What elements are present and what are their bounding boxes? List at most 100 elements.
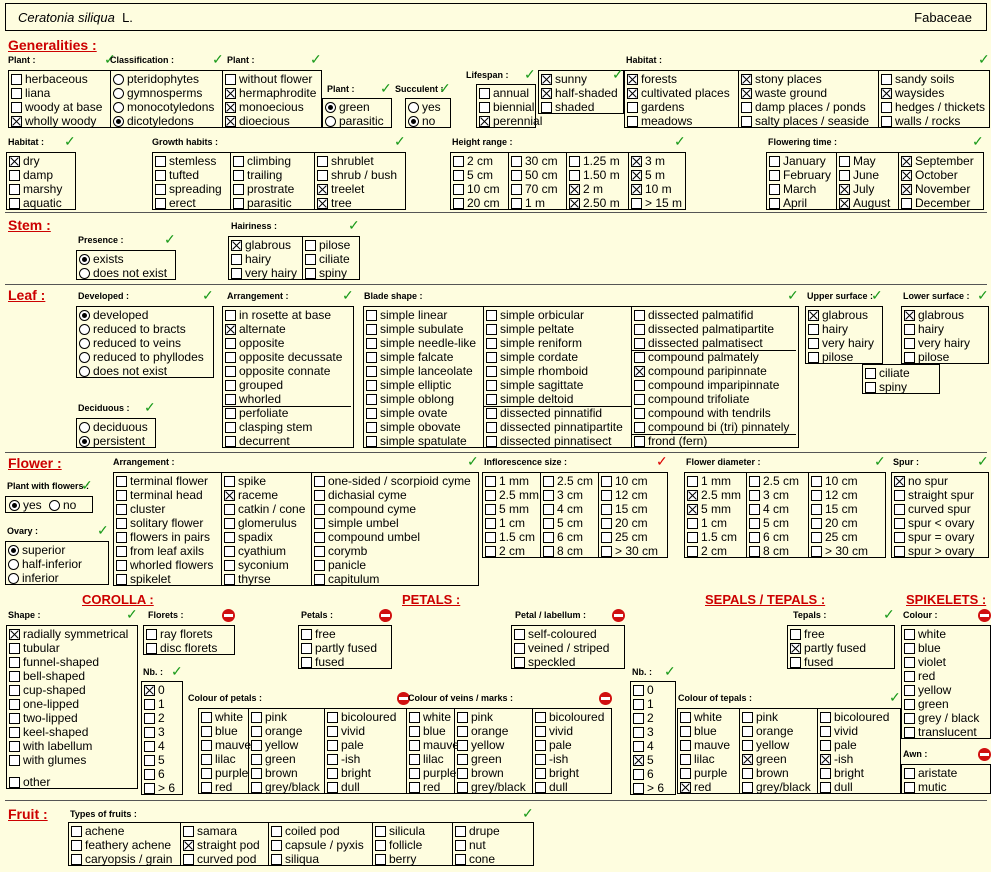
checkbox-empty-icon[interactable] [366, 365, 377, 377]
blade-shape-option-simple-ovate[interactable]: simple ovate [366, 406, 447, 420]
checkbox-empty-icon[interactable] [457, 739, 468, 751]
colour-of-veins-marks-option-white[interactable]: white [409, 710, 451, 724]
checkbox-empty-icon[interactable] [742, 711, 753, 723]
checkbox-empty-icon[interactable] [811, 545, 822, 557]
checkbox-empty-icon[interactable] [633, 726, 644, 738]
checkbox-empty-icon[interactable] [233, 155, 244, 167]
checkbox-empty-icon[interactable] [455, 839, 466, 851]
nb-option-5[interactable]: 5 [144, 753, 165, 767]
blade-shape-option-dissected-pinnatisect[interactable]: dissected pinnatisect [486, 434, 611, 448]
checkbox-empty-icon[interactable] [453, 197, 464, 209]
blade-shape-option-simple-reniform[interactable]: simple reniform [486, 336, 582, 350]
spur-option-spur-ovary[interactable]: spur < ovary [894, 516, 974, 530]
colour-of-petals-option-bicoloured[interactable]: bicoloured [327, 710, 396, 724]
checkbox-empty-icon[interactable] [904, 628, 915, 640]
deciduous-option-deciduous[interactable]: deciduous [79, 420, 148, 434]
checkbox-empty-icon[interactable] [11, 73, 22, 85]
radio-selected-icon[interactable] [79, 435, 90, 447]
blade-shape-option-simple-oblong[interactable]: simple oblong [366, 392, 454, 406]
growth-habits-option-spreading[interactable]: spreading [155, 182, 222, 196]
checkbox-empty-icon[interactable] [904, 323, 915, 335]
arrangement-option-opposite-connate[interactable]: opposite connate [225, 364, 330, 378]
checkbox-empty-icon[interactable] [687, 517, 698, 529]
checkbox-empty-icon[interactable] [742, 767, 753, 779]
blade-shape-option-simple-spatulate[interactable]: simple spatulate [366, 434, 467, 448]
checkbox-empty-icon[interactable] [409, 739, 420, 751]
inflorescence-size-option-1-cm[interactable]: 1 cm [485, 516, 525, 530]
succulent-option-no[interactable]: no [408, 114, 435, 128]
checkbox-empty-icon[interactable] [486, 421, 497, 433]
checkbox-empty-icon[interactable] [251, 781, 262, 793]
ovary-option-inferior[interactable]: inferior [8, 571, 59, 585]
hairiness-option-very-hairy[interactable]: very hairy [231, 266, 297, 280]
inflorescence-size-option-1-mm[interactable]: 1 mm [485, 474, 529, 488]
colour-of-veins-marks-option-orange[interactable]: orange [457, 724, 508, 738]
checkbox-empty-icon[interactable] [486, 435, 497, 447]
flowering-time-option-january[interactable]: January [769, 154, 826, 168]
flower-diameter-option-8-cm[interactable]: 8 cm [749, 544, 789, 558]
arrangement-option-glomerulus[interactable]: glomerulus [224, 516, 297, 530]
checkbox-empty-icon[interactable] [485, 489, 496, 501]
checkbox-empty-icon[interactable] [116, 489, 127, 501]
checkbox-checked-icon[interactable] [881, 87, 892, 99]
checkbox-empty-icon[interactable] [479, 87, 490, 99]
habitat-option-walls-rocks[interactable]: walls / rocks [881, 114, 960, 128]
types-of-fruits-option-straight-pod[interactable]: straight pod [183, 838, 260, 852]
checkbox-empty-icon[interactable] [633, 698, 644, 710]
inflorescence-size-option-4-cm[interactable]: 4 cm [543, 502, 583, 516]
blade-shape-option-dissected-pinnatipartite[interactable]: dissected pinnatipartite [486, 420, 623, 434]
checkbox-empty-icon[interactable] [327, 711, 338, 723]
checkbox-empty-icon[interactable] [601, 475, 612, 487]
lower-surface-option-very-hairy[interactable]: very hairy [904, 336, 970, 350]
checkbox-empty-icon[interactable] [457, 781, 468, 793]
blade-shape-option-simple-lanceolate[interactable]: simple lanceolate [366, 364, 473, 378]
checkbox-empty-icon[interactable] [11, 87, 22, 99]
checkbox-empty-icon[interactable] [301, 642, 312, 654]
flower-diameter-option-10-cm[interactable]: 10 cm [811, 474, 858, 488]
checkbox-empty-icon[interactable] [9, 642, 20, 654]
arrangement-option-grouped[interactable]: grouped [225, 378, 283, 392]
checkbox-empty-icon[interactable] [201, 739, 212, 751]
checkbox-empty-icon[interactable] [455, 853, 466, 865]
flower-diameter-option--30-cm[interactable]: > 30 cm [811, 544, 868, 558]
spur-option-spur-ovary[interactable]: spur = ovary [894, 530, 974, 544]
checkbox-empty-icon[interactable] [894, 531, 905, 543]
checkbox-empty-icon[interactable] [317, 169, 328, 181]
checkbox-empty-icon[interactable] [485, 503, 496, 515]
petals-option-fused[interactable]: fused [301, 655, 344, 669]
checkbox-empty-icon[interactable] [634, 407, 645, 419]
spur-option-no-spur[interactable]: no spur [894, 474, 948, 488]
blade-shape-option-simple-peltate[interactable]: simple peltate [486, 322, 574, 336]
arrangement-option-spikelet[interactable]: spikelet [116, 572, 171, 586]
colour-of-petals-option-orange[interactable]: orange [251, 724, 302, 738]
checkbox-empty-icon[interactable] [535, 767, 546, 779]
checkbox-empty-icon[interactable] [409, 753, 420, 765]
flower-diameter-option-1-5-cm[interactable]: 1.5 cm [687, 530, 737, 544]
arrangement-option-corymb[interactable]: corymb [314, 544, 367, 558]
growth-habits-option-erect[interactable]: erect [155, 196, 196, 210]
colour-of-veins-marks-option-mauve[interactable]: mauve [409, 738, 459, 752]
checkbox-empty-icon[interactable] [327, 739, 338, 751]
flower-diameter-option-2-cm[interactable]: 2 cm [687, 544, 727, 558]
checkbox-empty-icon[interactable] [485, 475, 496, 487]
checkbox-empty-icon[interactable] [11, 101, 22, 113]
flower-diameter-option-15-cm[interactable]: 15 cm [811, 502, 858, 516]
checkbox-empty-icon[interactable] [225, 435, 236, 447]
nb-option-6[interactable]: 6 [633, 767, 654, 781]
hairiness-option-pilose[interactable]: pilose [305, 238, 350, 252]
flowering-time-option-may[interactable]: May [839, 154, 876, 168]
arrangement-option-cyathium[interactable]: cyathium [224, 544, 286, 558]
colour-of-veins-marks-option-pink[interactable]: pink [457, 710, 493, 724]
checkbox-empty-icon[interactable] [769, 155, 780, 167]
presence-option-exists[interactable]: exists [79, 252, 124, 266]
arrangement-option-clasping-stem[interactable]: clasping stem [225, 420, 312, 434]
checkbox-empty-icon[interactable] [601, 531, 612, 543]
checkbox-empty-icon[interactable] [366, 379, 377, 391]
upper-surface-option-glabrous[interactable]: glabrous [808, 308, 868, 322]
checkbox-empty-icon[interactable] [146, 642, 157, 654]
nb-option-3[interactable]: 3 [633, 725, 654, 739]
checkbox-empty-icon[interactable] [543, 475, 554, 487]
checkbox-checked-icon[interactable] [741, 73, 752, 85]
checkbox-empty-icon[interactable] [486, 379, 497, 391]
flowering-time-option-september[interactable]: September [901, 154, 974, 168]
